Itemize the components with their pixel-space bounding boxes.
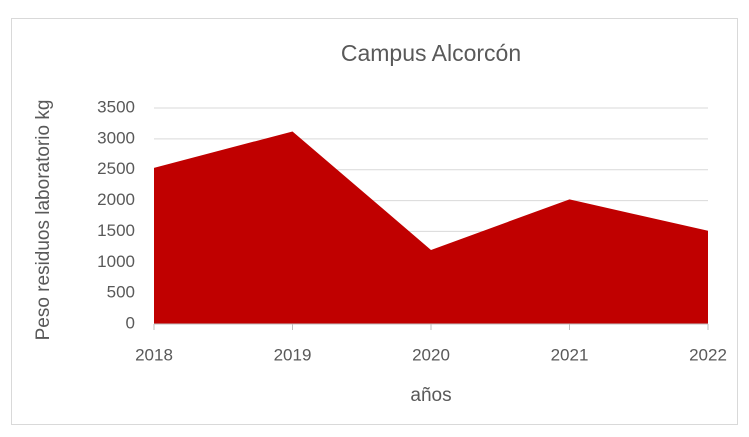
x-tick-label: 2020 <box>412 345 450 364</box>
y-tick-label: 2000 <box>97 190 135 209</box>
x-tick-label: 2022 <box>689 345 727 364</box>
area <box>154 131 708 324</box>
x-axis-label: años <box>410 385 451 406</box>
x-tick-label: 2019 <box>274 345 312 364</box>
y-tick-label: 1000 <box>97 252 135 271</box>
x-tick-label: 2018 <box>135 345 173 364</box>
y-axis-label: Peso residuos laboratorio kg <box>33 100 54 341</box>
y-tick-label: 1500 <box>97 221 135 240</box>
y-tick-label: 3000 <box>97 128 135 147</box>
x-tick-label: 2021 <box>551 345 589 364</box>
y-tick-label: 3500 <box>97 97 135 116</box>
chart-title: Campus Alcorcón <box>341 40 521 66</box>
y-tick-label: 500 <box>107 283 135 302</box>
y-tick-label: 2500 <box>97 159 135 178</box>
y-tick-label: 0 <box>126 313 135 332</box>
